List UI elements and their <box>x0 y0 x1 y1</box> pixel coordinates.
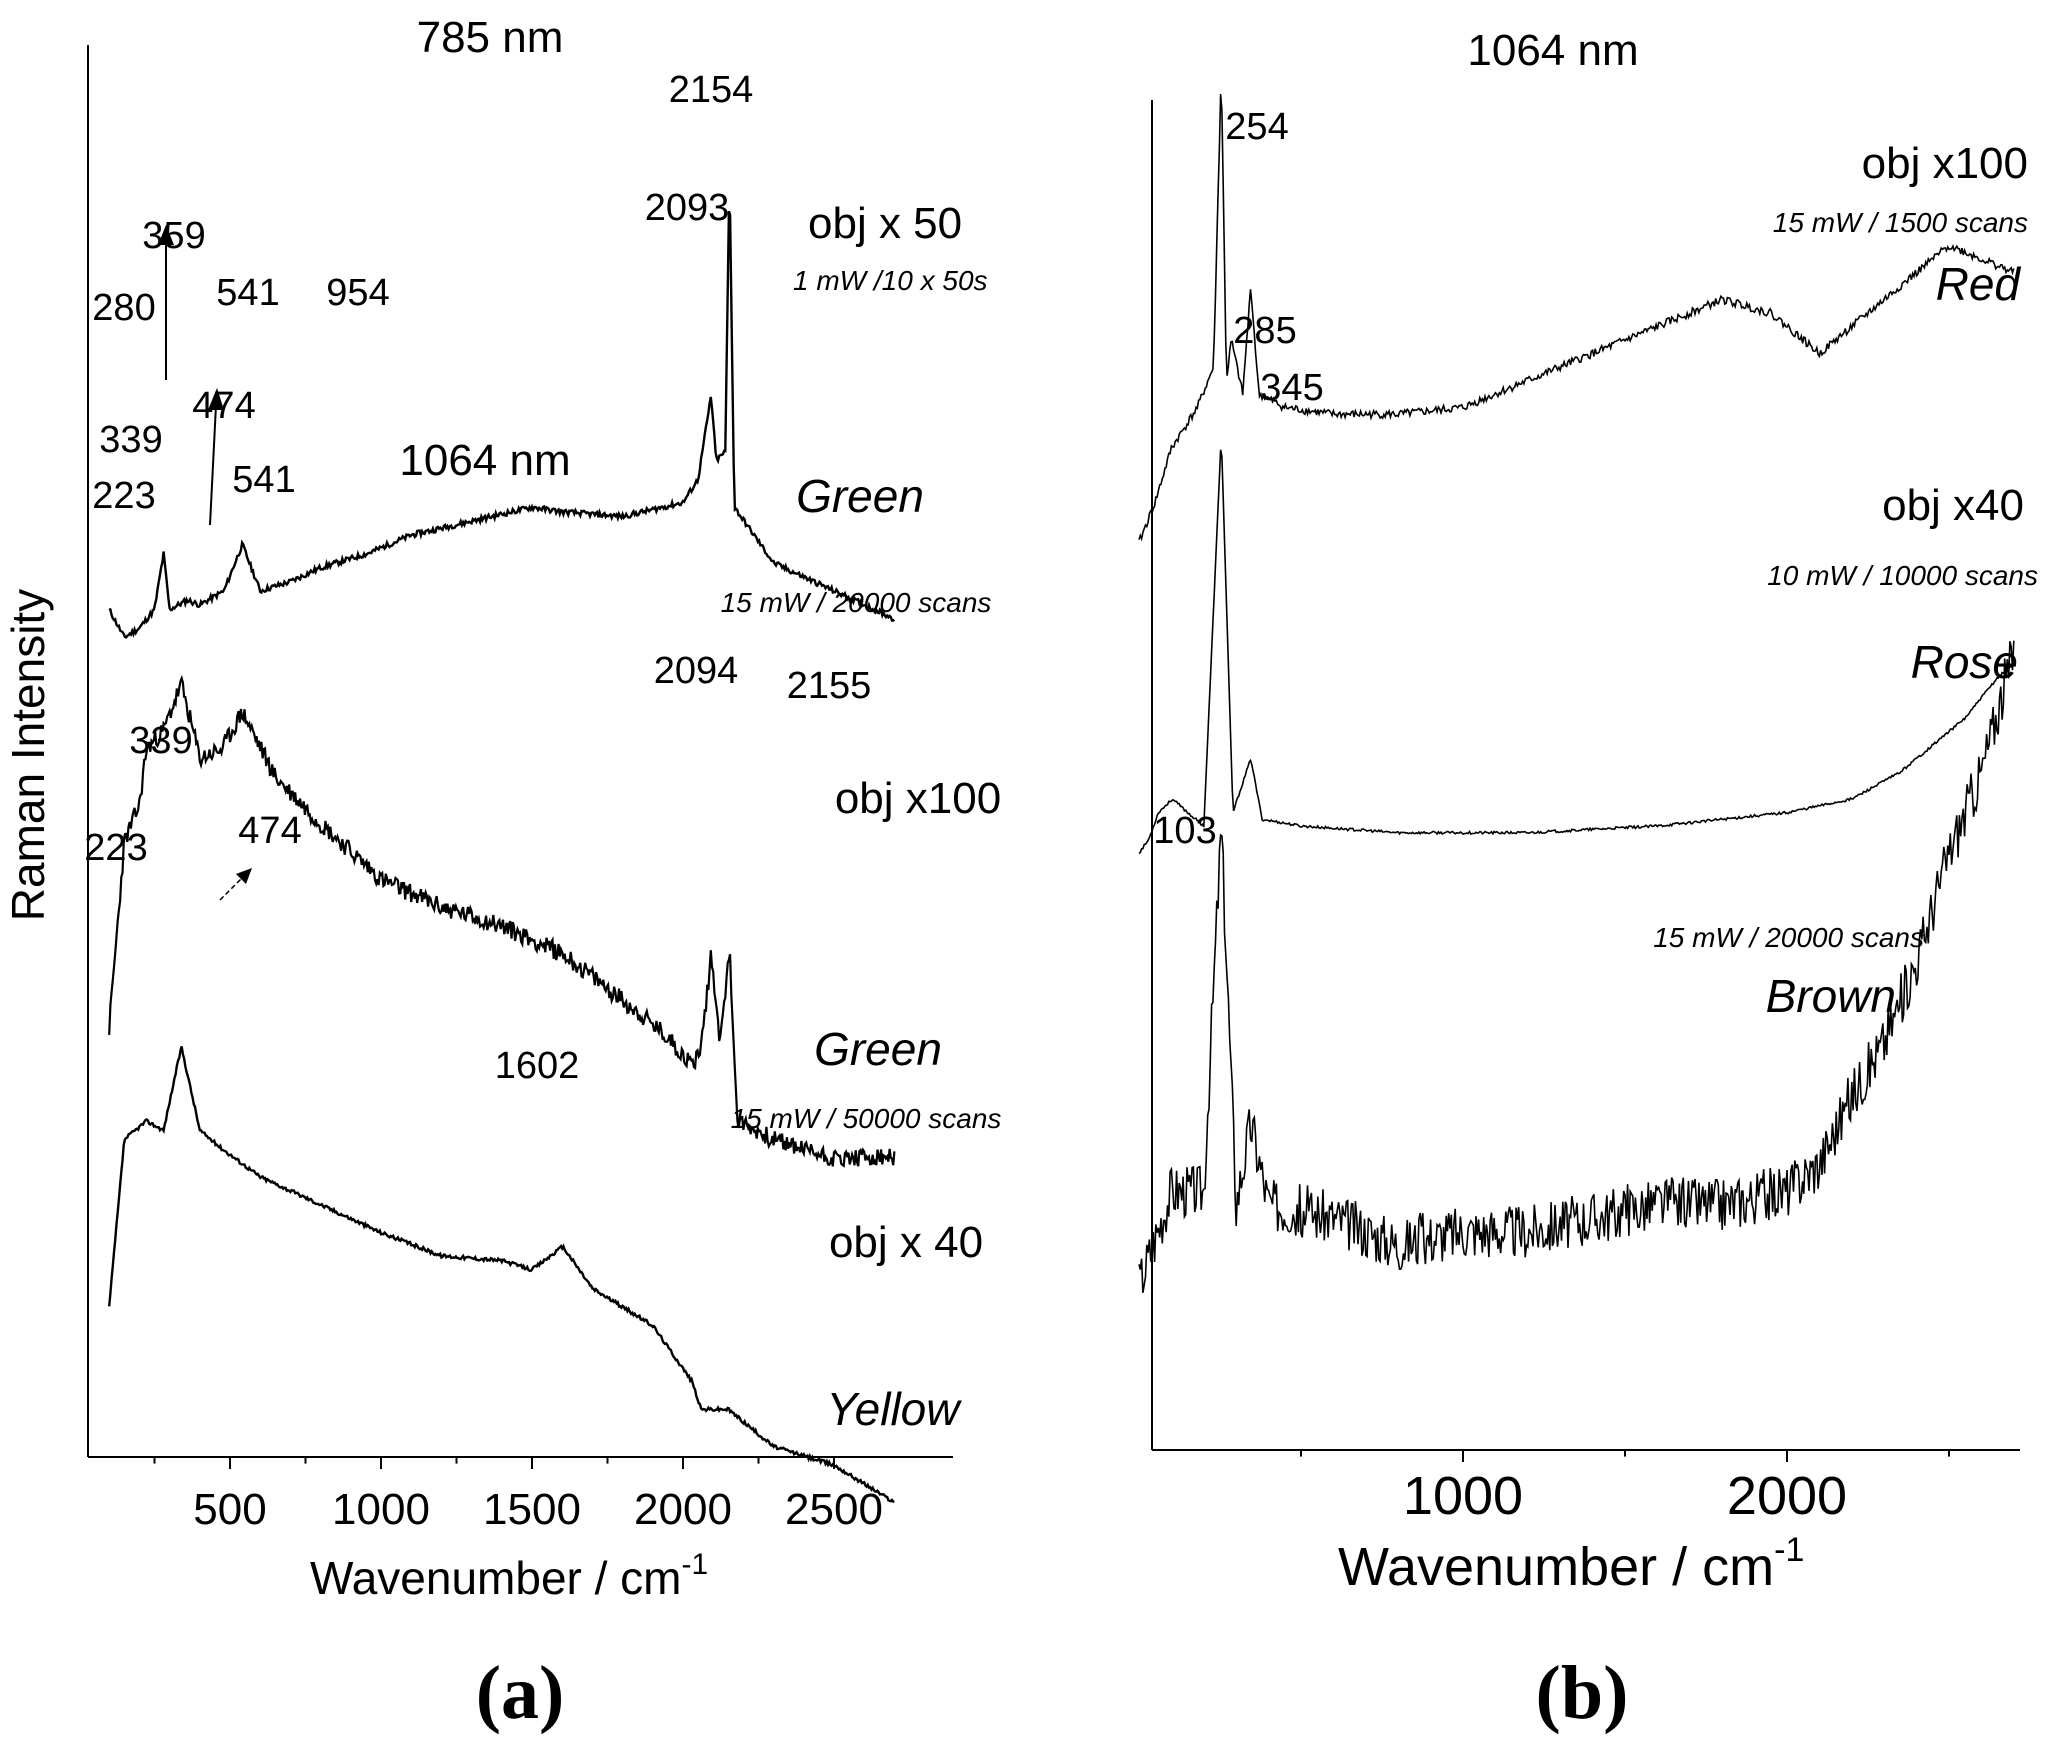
peak-label: 2154 <box>669 69 754 111</box>
header-1064: 1064 nm <box>1467 26 1638 75</box>
conditions-label: 15 mW / 20000 scans <box>721 587 992 618</box>
peak-arrowhead <box>236 868 252 884</box>
x-tick-label: 1000 <box>332 1485 430 1534</box>
sample-label: Brown <box>1766 970 1896 1022</box>
peak-label: 2094 <box>654 650 739 692</box>
peak-label: 285 <box>1233 310 1296 352</box>
panel-a-label: (a) <box>476 1651 565 1735</box>
peak-label: 345 <box>1260 367 1323 409</box>
peak-label: 474 <box>192 385 255 427</box>
sample-label: Red <box>1936 258 2022 310</box>
conditions-label: 15 mW / 1500 scans <box>1773 207 2028 238</box>
conditions-label: 1 mW /10 x 50s <box>793 265 988 296</box>
peak-label: 359 <box>142 215 205 257</box>
sample-label: Green <box>814 1023 942 1075</box>
peak-label: 223 <box>92 475 155 517</box>
spectrum-yellow-obj40 <box>108 1046 895 1503</box>
y-axis-label: Raman Intensity <box>2 589 54 921</box>
x-tick-label: 1000 <box>1403 1466 1523 1526</box>
objective-label: obj x 50 <box>808 199 962 248</box>
panel-a-ticks <box>153 1457 835 1469</box>
peak-label: 223 <box>84 827 147 869</box>
objective-label: obj x100 <box>835 774 1001 823</box>
header-785: 785 nm <box>417 13 564 62</box>
peak-arrow <box>209 404 217 526</box>
panel-b-label: (b) <box>1536 1651 1629 1735</box>
peak-label: 280 <box>92 287 155 329</box>
peak-label: 2093 <box>645 187 730 229</box>
conditions-label: 15 mW / 20000 scans <box>1653 922 1924 953</box>
x-tick-label: 500 <box>193 1485 266 1534</box>
objective-label: obj x100 <box>1862 139 2028 188</box>
peak-arrowhead <box>208 388 224 410</box>
peak-label: 954 <box>326 272 389 314</box>
conditions-label: 10 mW / 10000 scans <box>1767 560 2038 591</box>
x-axis-label: Wavenumber / cm-1 <box>310 1548 708 1604</box>
peak-label: 339 <box>129 720 192 762</box>
x-tick-label: 1500 <box>483 1485 581 1534</box>
peak-label: 254 <box>1225 106 1288 148</box>
spectrum-rose <box>1138 449 2015 855</box>
panel-b: 1000 2000 Wavenumber / cm-1 1064 nm 254 … <box>1138 26 2038 1735</box>
objective-label: obj x 40 <box>829 1218 983 1267</box>
peak-label: 2155 <box>787 665 872 707</box>
conditions-label: 15 mW / 50000 scans <box>731 1103 1002 1134</box>
peak-label: 103 <box>1153 810 1216 852</box>
objective-label: obj x40 <box>1882 481 2024 530</box>
peak-label: 474 <box>238 810 301 852</box>
header-1064: 1064 nm <box>399 436 570 485</box>
peak-arrowhead <box>158 225 174 245</box>
peak-label: 541 <box>216 272 279 314</box>
peak-label: 1602 <box>495 1045 580 1087</box>
spectrum-brown <box>1138 640 2015 1293</box>
sample-label: Yellow <box>827 1383 963 1435</box>
panel-a: 500 1000 1500 2000 2500 Wavenumber / cm-… <box>2 13 1001 1735</box>
x-tick-label: 2000 <box>634 1485 732 1534</box>
panel-b-ticks <box>1300 1450 1950 1462</box>
sample-label: Rose <box>1911 636 2018 688</box>
peak-label: 339 <box>99 419 162 461</box>
x-tick-label: 2500 <box>785 1485 883 1534</box>
peak-label: 541 <box>232 459 295 501</box>
spectrum-red <box>1138 94 2015 542</box>
x-tick-label: 2000 <box>1727 1466 1847 1526</box>
spectrum-785-obj50 <box>108 210 896 639</box>
x-axis-label: Wavenumber / cm-1 <box>1338 1531 1804 1597</box>
peak-arrow <box>219 875 245 901</box>
sample-label: Green <box>796 470 924 522</box>
spectrum-green-obj100 <box>108 674 896 1168</box>
